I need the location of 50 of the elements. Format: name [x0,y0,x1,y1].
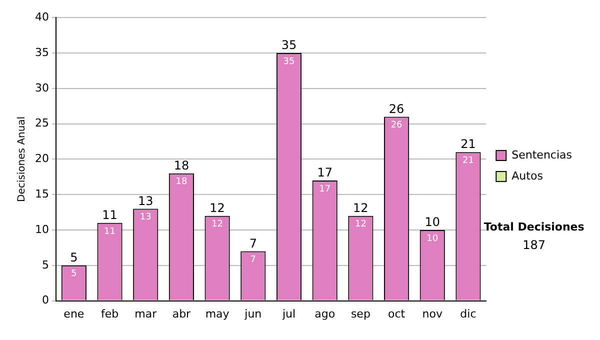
total-label: 21 [460,137,476,152]
data-label: 5 [71,269,77,280]
total-label: 5 [70,250,78,265]
total-label: 10 [424,215,440,230]
x-tick-label: sep [350,307,370,320]
total-label: 11 [102,208,118,222]
y-tick-label: 30 [34,81,49,94]
y-tick-label: 10 [34,222,49,236]
x-tick-label: ene [64,307,84,320]
x-tick-label: may [205,307,230,320]
data-label: 10 [426,234,438,244]
data-label: 13 [140,212,152,223]
x-tick-label: feb [100,307,119,320]
x-tick-label: jun [244,307,262,320]
text: 187 [522,238,546,252]
data-label: 11 [104,226,116,237]
total-label: 18 [174,158,190,172]
data-label: 17 [319,184,331,194]
y-tick-label: 40 [34,10,49,24]
total-label: 12 [210,200,225,215]
y-tick-label: 5 [42,258,49,272]
y-tick-label: 25 [34,116,49,130]
data-label: 7 [250,255,256,266]
total-label: 17 [317,166,332,180]
x-tick-label: dic [460,307,476,320]
data-label: 26 [390,120,403,131]
data-label: 35 [283,56,295,67]
total-label: 35 [281,38,297,52]
y-tick-label: 15 [34,187,49,200]
x-tick-label: ago [314,307,336,320]
total-label: 7 [249,236,257,250]
x-tick-label: oct [388,307,406,320]
y-tick-label: 20 [34,152,49,166]
data-label: 12 [354,220,366,230]
data-label: 21 [462,156,474,166]
total-label: 12 [353,200,368,215]
x-tick-label: abr [172,307,192,320]
data-label: 18 [176,177,188,188]
data-label: 12 [212,220,224,230]
y-tick-label: 35 [34,46,49,59]
legend-label: Sentencias [512,148,572,162]
y-axis-title: Decisiones Anual [16,116,28,202]
y-tick-label: 0 [42,294,49,307]
total-label: 13 [138,194,154,208]
total-label: 26 [388,102,404,116]
legend-label: Autos [512,169,544,182]
x-tick-label: jul [281,307,296,320]
x-tick-label: nov [422,307,443,320]
annotation: Total Decisiones [484,220,585,234]
x-tick-label: mar [134,307,158,320]
